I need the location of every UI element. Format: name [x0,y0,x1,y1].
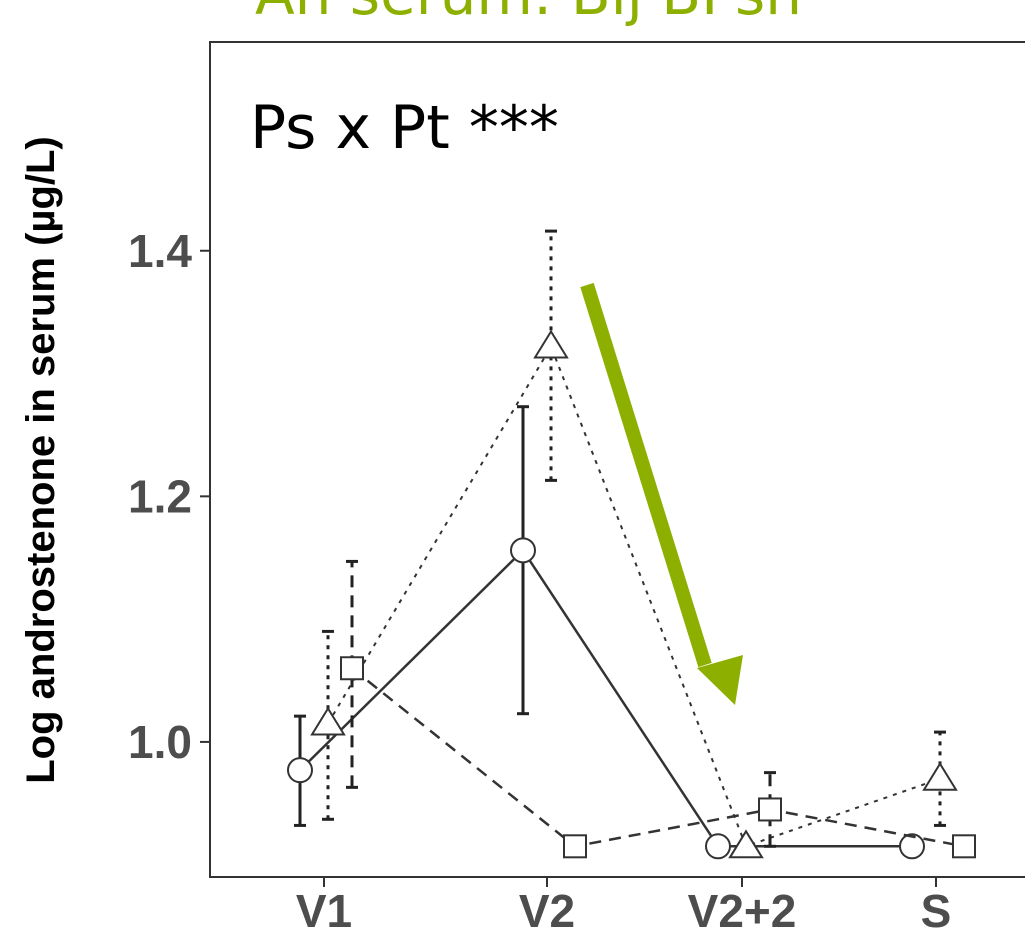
data-point-circle [899,833,925,860]
data-point-square [340,656,364,681]
data-point-square [758,797,782,822]
y-axis-title: Log androstenone in serum (µg/L) [19,136,63,784]
data-point-triangle [922,761,958,791]
data-point-circle [287,757,313,784]
data-point-circle [705,833,731,860]
data-point-triangle [310,706,346,736]
arrow-shaft [580,282,712,668]
significance-annotation: Ps x Pt *** [250,93,559,163]
x-tick-label: V1 [296,885,352,934]
series-layer [287,229,976,860]
x-tick-label: V2 [519,885,575,934]
series-line-circle [299,548,912,848]
data-point-triangle [728,829,764,859]
plot-panel [209,41,1025,878]
data-point-square [952,834,976,859]
x-axis: V1 V2 V2+2 S [296,877,951,934]
y-tick-label: 1.0 [128,716,192,768]
y-tick-label: 1.4 [128,225,192,277]
x-tick-label: S [921,885,952,934]
data-point-circle [510,537,536,564]
arrow-annotation [580,282,743,705]
y-tick-label: 1.2 [128,470,192,522]
arrow-head [697,655,743,705]
data-point-triangle [533,329,569,359]
data-point-square [563,834,587,859]
series-line-square [351,667,965,848]
x-tick-label: V2+2 [688,885,797,934]
top-title: An serum: Bij BPsh [255,0,802,28]
y-axis: 1.0 1.2 1.4 [128,225,210,768]
